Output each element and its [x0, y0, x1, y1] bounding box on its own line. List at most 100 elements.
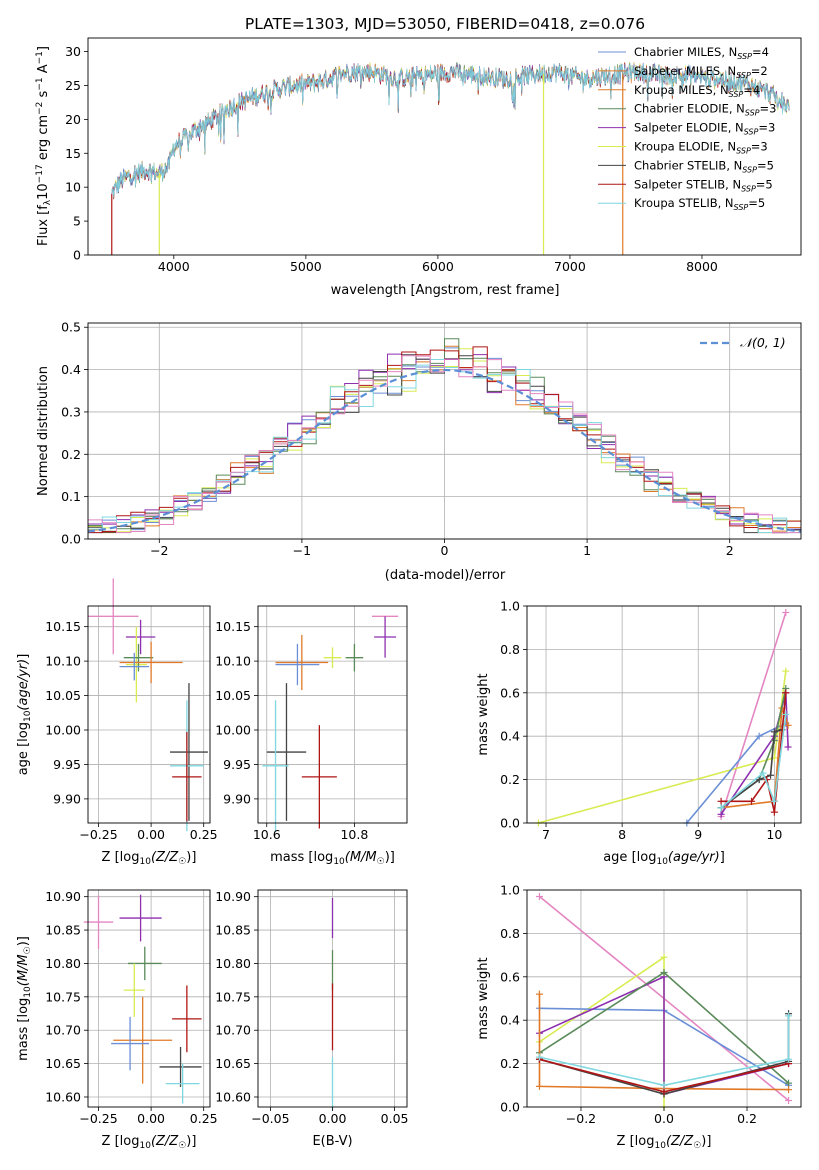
label-part: −1	[35, 51, 45, 64]
x-tick-label: −0.25	[79, 1111, 117, 1126]
legend-text: Kroupa ELODIE, N	[634, 140, 736, 154]
y-tick-label: 0.3	[61, 404, 81, 419]
x-tick-label: 0.2	[737, 1111, 757, 1126]
x-tick-label: 0.25	[190, 1111, 218, 1126]
label-part: wavelength [Angstrom, rest frame]	[331, 283, 560, 298]
y-axis-label: mass weight	[476, 673, 491, 755]
x-tick-label: 1	[583, 543, 591, 558]
y-tick-label: 0.2	[500, 772, 520, 787]
legend-label: Chabrier ELODIE, NSSP=3	[634, 102, 776, 118]
weight-series	[539, 1015, 790, 1087]
x-axis-label: mass [log10(M/M☉)]	[270, 850, 395, 867]
legend-sub: SSP	[745, 109, 760, 118]
y-tick-label: 15	[65, 146, 81, 161]
y-tick-label: 20	[65, 112, 81, 127]
legend-sub: SSP	[737, 52, 752, 61]
y-tick-label: 10.65	[215, 1056, 251, 1071]
x-tick-label: 6000	[422, 259, 454, 274]
y-tick-label: 9.90	[223, 791, 251, 806]
label-part: ☉	[693, 1141, 701, 1151]
y-tick-label: 1.0	[500, 599, 520, 614]
y-tick-label: 5	[73, 214, 81, 229]
y-tick-label: 10.85	[45, 923, 81, 938]
y-tick-label: 10.90	[45, 889, 81, 904]
x-tick-label: 10.6	[253, 827, 281, 842]
label-part: age [log	[603, 850, 656, 865]
y-tick-label: 0.8	[500, 642, 520, 657]
label-part: 10	[139, 857, 151, 867]
label-part: Z [log	[102, 850, 140, 865]
x-tick-label: 10	[766, 827, 782, 842]
legend-tail: =5	[756, 177, 773, 191]
x-tick-label: 0.00	[319, 1111, 347, 1126]
label-part: mass weight	[476, 957, 491, 1039]
x-tick-label: 5000	[290, 259, 322, 274]
x-tick-label: 0.00	[137, 827, 165, 842]
age-vs-mass-plot: 10.6 10.8 9.90 9.95 10.00 10.05 10.10 10.15 mass…	[215, 605, 408, 867]
y-tick-label: 10.85	[215, 923, 251, 938]
x-tick-label: 4000	[158, 259, 190, 274]
legend-label: Salpeter MILES, NSSP=2	[634, 64, 768, 80]
y-tick-label: 10.10	[215, 654, 251, 669]
y-tick-label: 0.2	[500, 1056, 520, 1071]
x-tick-label: 0.25	[190, 827, 218, 842]
y-tick-label: 0.4	[500, 729, 520, 744]
label-part: )]	[186, 1134, 196, 1149]
label-part: ☉	[178, 1141, 186, 1151]
label-part: Z [log	[617, 1134, 655, 1149]
gaussian-curve	[87, 368, 802, 533]
label-part: ☉	[377, 857, 385, 867]
label-part: s	[36, 90, 51, 101]
label-part: mass weight	[476, 673, 491, 755]
label-part: λ	[43, 199, 53, 205]
legend-tail: =5	[757, 158, 774, 172]
x-axis-label: Z [log10(Z/Z☉)]	[617, 1134, 712, 1151]
label-part: E(B-V)	[312, 1134, 352, 1149]
label-part: (Z/Z	[151, 1134, 179, 1149]
x-axis-label: (data-model)/error	[385, 568, 506, 583]
y-tick-label: 10.65	[45, 1056, 81, 1071]
x-tick-label: 8000	[686, 259, 718, 274]
y-axis-label: age [log10(age/yr)]	[16, 654, 33, 776]
label-part: (data-model)/error	[385, 568, 506, 583]
y-tick-label: 10.80	[215, 956, 251, 971]
y-tick-label: 10.15	[45, 619, 81, 634]
legend-tail: =3	[751, 140, 768, 154]
legend-text: Kroupa MILES, N	[634, 83, 729, 97]
label-part: (age/yr)	[668, 850, 720, 865]
legend-label: Salpeter STELIB, NSSP=5	[634, 177, 773, 193]
x-axis-label: E(B-V)	[312, 1134, 352, 1149]
label-part: 10	[23, 986, 33, 998]
legend-text: Kroupa STELIB, N	[634, 196, 734, 210]
label-part: Z [log	[102, 1134, 140, 1149]
x-tick-label: 0	[441, 543, 449, 558]
x-tick-label: −0.05	[251, 1111, 289, 1126]
legend-label: Kroupa MILES, NSSP=4	[634, 83, 760, 99]
y-tick-label: 10.05	[45, 688, 81, 703]
x-tick-label: 9	[694, 827, 702, 842]
spectrum-series	[111, 63, 790, 198]
legend-text: Salpeter STELIB, N	[634, 177, 741, 191]
y-tick-label: 0.0	[61, 532, 81, 547]
y-tick-label: 0.1	[61, 489, 81, 504]
y-axis-label: Flux [fλ10−17 erg cm−2 s−1 A−1]	[35, 46, 53, 246]
legend-tail: =3	[758, 121, 775, 135]
weight-series	[720, 612, 787, 817]
y-tick-label: 1.0	[500, 883, 520, 898]
y-tick-label: 10.80	[45, 956, 81, 971]
weight-series	[539, 975, 789, 1096]
y-tick-label: 0.6	[500, 685, 520, 700]
legend-tail: =2	[751, 64, 768, 78]
x-tick-label: 2	[726, 543, 734, 558]
axes-frame	[257, 605, 408, 824]
legend-label: 𝒩(0, 1)	[740, 335, 786, 350]
age-vs-metallicity-plot: −0.25 0.00 0.25 9.90 9.95 10.00 10.05 10.10 10.1…	[16, 578, 218, 867]
y-axis-label: mass [log10(M/M☉)]	[16, 936, 33, 1061]
y-tick-label: 9.95	[53, 757, 81, 772]
label-part: 10	[23, 710, 33, 722]
legend-sub: SSP	[736, 71, 751, 80]
label-part: erg cm	[36, 115, 51, 164]
residual-histogram-plot: −2 −1 0 1 2 0.0 0.1 0.2 0.3 0.4 0.5 (data-model)/er…	[36, 320, 802, 583]
x-tick-label: 0.05	[381, 1111, 409, 1126]
